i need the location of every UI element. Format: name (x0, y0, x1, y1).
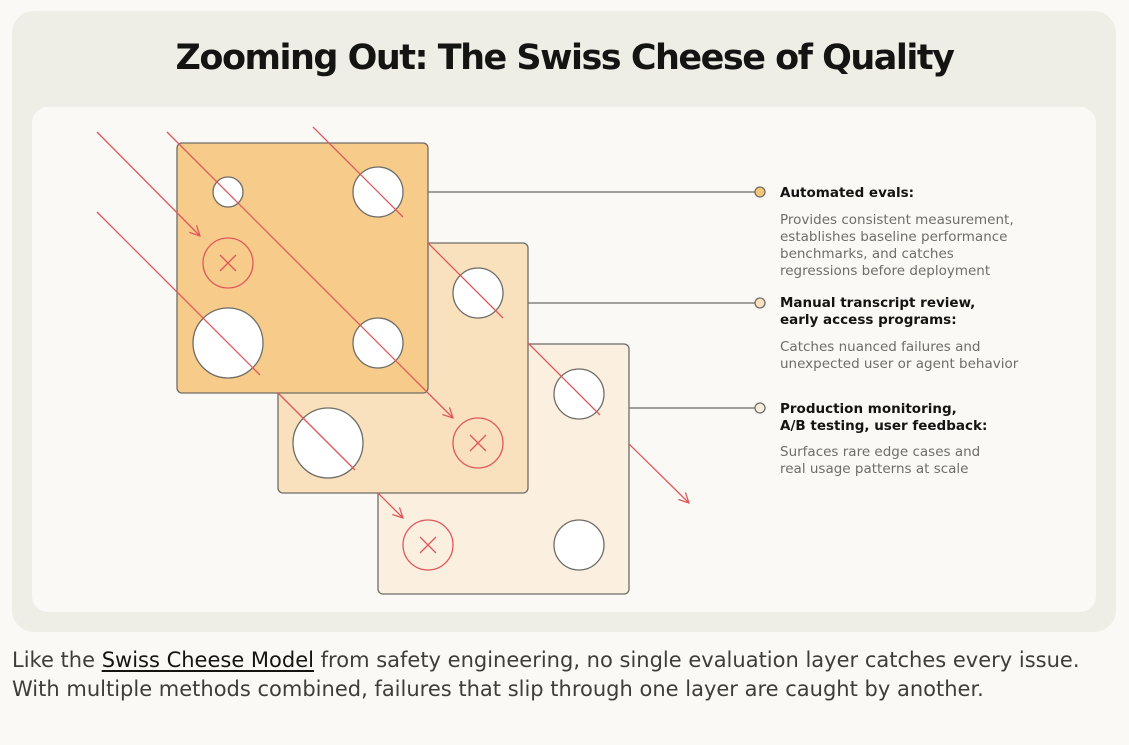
failure-arrow (427, 242, 504, 319)
failure-arrow (166, 131, 429, 394)
layer-heading: Automated evals: (780, 185, 914, 201)
connector-dot (754, 186, 766, 198)
layer-description: regressions before deployment (780, 263, 990, 279)
layer-description: Catches nuanced failures and (780, 339, 981, 355)
layer-description: real usage patterns at scale (780, 461, 968, 477)
layer-description: establishes baseline performance (780, 229, 1008, 245)
blocked-failure-icon (452, 417, 504, 469)
connector-dot (754, 402, 766, 414)
label-connectors (428, 186, 766, 414)
layer-label-2: Manual transcript review, early access p… (780, 295, 1019, 372)
failure-arrow (96, 211, 261, 376)
caption-text-before: Like the (12, 648, 102, 672)
layer-description: benchmarks, and catches (780, 246, 954, 262)
layer-description: Surfaces rare edge cases and (780, 444, 980, 460)
layer-heading: Manual transcript review, (780, 295, 975, 311)
failure-arrow (312, 126, 404, 218)
layer-heading: early access programs: (780, 312, 957, 328)
cheese-hole (212, 176, 244, 208)
blocked-failure-icon (402, 519, 454, 571)
blocked-failure-icon (202, 237, 254, 289)
failure-arrow (96, 131, 200, 236)
failure-arrow (277, 392, 356, 471)
figure-title: Zooming Out: The Swiss Cheese of Quality (175, 38, 955, 78)
layer-heading: Production monitoring, (780, 401, 957, 417)
failure-arrow (527, 342, 601, 416)
failure-arrow (377, 492, 403, 518)
layer-label-3: Production monitoring, A/B testing, user… (780, 401, 987, 477)
layer-heading: A/B testing, user feedback: (780, 418, 987, 434)
failure-arrows (96, 126, 689, 518)
failure-arrow (628, 443, 689, 503)
failure-arrow (427, 392, 453, 418)
swiss-cheese-model-link[interactable]: Swiss Cheese Model (101, 648, 314, 672)
caption: Like the Swiss Cheese Model from safety … (12, 646, 1117, 704)
cheese-hole (553, 519, 605, 571)
layer-label-1: Automated evals: Provides consistent mea… (780, 185, 1014, 279)
layer-description: Provides consistent measurement, (780, 212, 1014, 228)
layer-description: unexpected user or agent behavior (780, 356, 1019, 372)
caption-text-after: from safety engineering, no single evalu… (12, 648, 1080, 701)
connector-dot (754, 297, 766, 309)
